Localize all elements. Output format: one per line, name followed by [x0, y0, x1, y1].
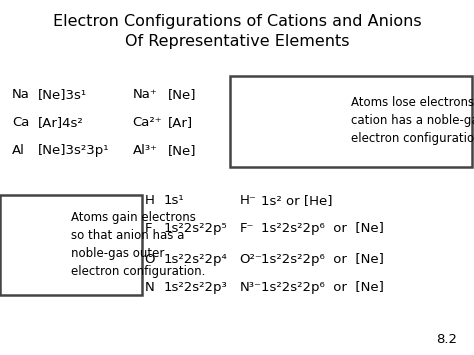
- Text: Atoms lose electrons so that
cation has a noble-gas outer
electron configuration: Atoms lose electrons so that cation has …: [351, 96, 474, 145]
- Text: Na⁺: Na⁺: [133, 88, 157, 100]
- Text: 1s²2s²2p³: 1s²2s²2p³: [164, 281, 227, 294]
- Text: Ca: Ca: [12, 116, 29, 129]
- Text: 1s²2s²2p⁵: 1s²2s²2p⁵: [164, 223, 227, 235]
- Text: F⁻: F⁻: [239, 223, 254, 235]
- Text: [Ne]3s¹: [Ne]3s¹: [38, 88, 87, 100]
- Text: Al³⁺: Al³⁺: [133, 144, 158, 157]
- Text: 1s²2s²2p⁶  or  [Ne]: 1s²2s²2p⁶ or [Ne]: [261, 223, 383, 235]
- Text: 1s²2s²2p⁶  or  [Ne]: 1s²2s²2p⁶ or [Ne]: [261, 281, 383, 294]
- Text: 1s² or [He]: 1s² or [He]: [261, 194, 332, 207]
- Text: [Ar]: [Ar]: [168, 116, 193, 129]
- Text: [Ar]4s²: [Ar]4s²: [38, 116, 84, 129]
- Text: Electron Configurations of Cations and Anions: Electron Configurations of Cations and A…: [53, 14, 421, 29]
- Text: Ca²⁺: Ca²⁺: [133, 116, 162, 129]
- Text: 1s¹: 1s¹: [164, 194, 184, 207]
- Text: O: O: [145, 253, 155, 266]
- Text: H⁻: H⁻: [239, 194, 256, 207]
- Text: Atoms gain electrons
so that anion has a
noble-gas outer
electron configuration.: Atoms gain electrons so that anion has a…: [71, 212, 205, 278]
- Text: O²⁻: O²⁻: [239, 253, 262, 266]
- Text: [Ne]3s²3p¹: [Ne]3s²3p¹: [38, 144, 109, 157]
- Text: N³⁻: N³⁻: [239, 281, 261, 294]
- Text: 1s²2s²2p⁴: 1s²2s²2p⁴: [164, 253, 227, 266]
- Text: Na: Na: [12, 88, 30, 100]
- FancyBboxPatch shape: [230, 76, 472, 167]
- Text: F: F: [145, 223, 152, 235]
- Text: 8.2: 8.2: [437, 333, 457, 346]
- Text: [Ne]: [Ne]: [168, 144, 197, 157]
- Text: 1s²2s²2p⁶  or  [Ne]: 1s²2s²2p⁶ or [Ne]: [261, 253, 383, 266]
- Text: H: H: [145, 194, 155, 207]
- FancyBboxPatch shape: [0, 195, 142, 295]
- Text: Al: Al: [12, 144, 25, 157]
- Text: [Ne]: [Ne]: [168, 88, 197, 100]
- Text: Of Representative Elements: Of Representative Elements: [125, 34, 349, 49]
- Text: N: N: [145, 281, 155, 294]
